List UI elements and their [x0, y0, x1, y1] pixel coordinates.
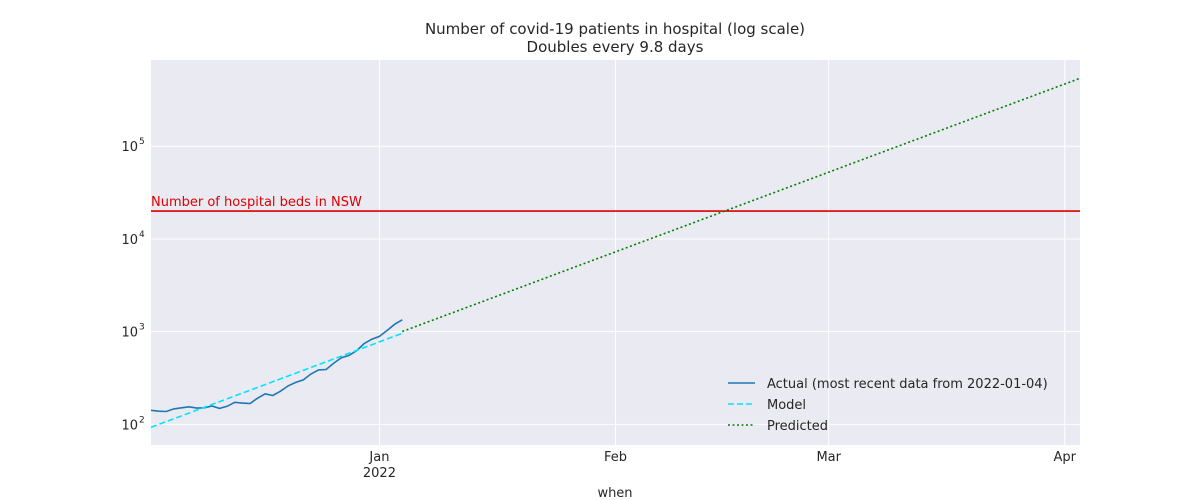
legend-label: Model: [767, 398, 806, 413]
legend-item-model: Model: [728, 398, 806, 413]
y-tick-base: 10: [121, 233, 138, 248]
series-group: [150, 77, 1081, 429]
x-tick-label: Apr: [1054, 450, 1077, 465]
chart-title: Number of covid-19 patients in hospital …: [425, 20, 805, 38]
legend: Actual (most recent data from 2022-01-04…: [728, 377, 1048, 434]
legend-label: Predicted: [767, 419, 828, 434]
y-tick-label: 10 2: [121, 415, 144, 433]
legend-label: Actual (most recent data from 2022-01-04…: [767, 377, 1048, 392]
predicted-series-line: [402, 77, 1081, 333]
y-tick-base: 10: [121, 140, 138, 155]
x-tick-label: Mar: [816, 450, 841, 465]
y-tick-exponent: 2: [139, 415, 145, 425]
y-tick-label: 10 3: [121, 323, 144, 341]
legend-item-predicted: Predicted: [728, 419, 828, 434]
x-tick-sublabel: 2022: [363, 466, 396, 481]
y-tick-exponent: 3: [139, 323, 145, 333]
actual-series-line: [150, 319, 403, 413]
legend-item-actual: Actual (most recent data from 2022-01-04…: [728, 377, 1048, 392]
y-tick-base: 10: [121, 418, 138, 433]
y-tick-exponent: 5: [139, 137, 145, 147]
y-tick-exponent: 4: [139, 230, 145, 240]
y-tick-label: 10 5: [121, 137, 144, 155]
y-tick-label: 10 4: [121, 230, 145, 248]
hospital-beds-label: Number of hospital beds in NSW: [151, 195, 362, 210]
grid: [151, 60, 1080, 445]
x-tick-label: Jan: [368, 450, 389, 465]
x-tick-label: Feb: [604, 450, 627, 465]
chart-subtitle: Doubles every 9.8 days: [527, 38, 704, 56]
y-tick-base: 10: [121, 326, 138, 341]
x-axis-label: when: [597, 486, 632, 500]
hospital-beds-line-group: Number of hospital beds in NSW: [151, 195, 1080, 212]
